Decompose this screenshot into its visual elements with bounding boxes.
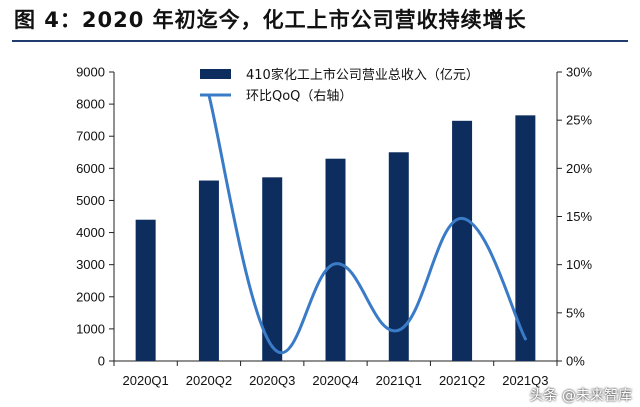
revenue-bar [325, 158, 346, 361]
revenue-bar [388, 152, 409, 361]
y-left-tick-label: 6000 [76, 161, 105, 176]
y-left-tick-label: 9000 [76, 65, 105, 80]
revenue-bar [135, 219, 156, 361]
qoq-point [334, 262, 337, 266]
bar-series [135, 115, 536, 361]
x-tick-label: 2020Q2 [186, 373, 232, 388]
revenue-bar [198, 180, 219, 361]
y-left-tick-label: 2000 [76, 289, 105, 304]
y-right-tick-label: 5% [566, 305, 585, 320]
revenue-bar [452, 120, 473, 361]
x-tick-label: 2021Q1 [376, 373, 422, 388]
qoq-point [270, 345, 274, 349]
qoq-point [397, 328, 401, 332]
x-axis-labels: 2020Q1 2020Q2 2020Q3 2020Q4 2021Q1 2021Q2 2021… [123, 373, 549, 388]
y-right-tick-label: 10% [566, 257, 592, 272]
y-right-tick-label: 15% [566, 209, 592, 224]
header: 图 4：2020 年初迄今，化工上市公司营收持续增长 [0, 0, 640, 44]
qoq-point [523, 337, 527, 341]
qoq-point [460, 216, 464, 220]
legend-line-label: 环比QoQ（右轴） [246, 89, 352, 104]
y-left-tick-label: 1000 [76, 321, 105, 336]
y-right-tick-label: 30% [566, 65, 592, 80]
x-tick-label: 2020Q1 [123, 373, 169, 388]
x-tick-label: 2020Q3 [249, 373, 295, 388]
x-tick-label: 2020Q4 [312, 373, 358, 388]
y-right-tick-label: 25% [566, 113, 592, 128]
y-left-tick-label: 8000 [76, 97, 105, 112]
legend: 410家化工上市公司营业总收入（亿元） 环比QoQ（右轴） [200, 67, 479, 104]
x-tick-label: 2021Q3 [502, 373, 548, 388]
y-left-tick-label: 3000 [76, 257, 105, 272]
y-left-tick-label: 5000 [76, 193, 105, 208]
chart-title: 图 4：2020 年初迄今，化工上市公司营收持续增长 [14, 8, 527, 32]
y-axis-right-labels: 0% 5% 10% 15% 20% 25% 30% [566, 65, 592, 369]
y-axis-left-labels: 0 1000 2000 3000 4000 5000 6000 7000 8000 9000 [76, 65, 105, 369]
revenue-bar [262, 177, 283, 361]
x-tick-label: 2021Q2 [439, 373, 485, 388]
watermark: 头条 @未来智库 [529, 388, 632, 404]
y-left-tick-label: 4000 [76, 225, 105, 240]
y-right-tick-label: 0% [566, 354, 585, 369]
qoq-line [207, 93, 527, 355]
line-series [207, 93, 527, 355]
y-right-tick-label: 20% [566, 161, 592, 176]
y-left-tick-label: 0 [98, 354, 105, 369]
legend-bar-swatch [200, 69, 231, 79]
revenue-bar [515, 115, 536, 361]
title-underline [12, 40, 628, 42]
y-left-tick-label: 7000 [76, 129, 105, 144]
legend-bar-label: 410家化工上市公司营业总收入（亿元） [246, 67, 479, 83]
